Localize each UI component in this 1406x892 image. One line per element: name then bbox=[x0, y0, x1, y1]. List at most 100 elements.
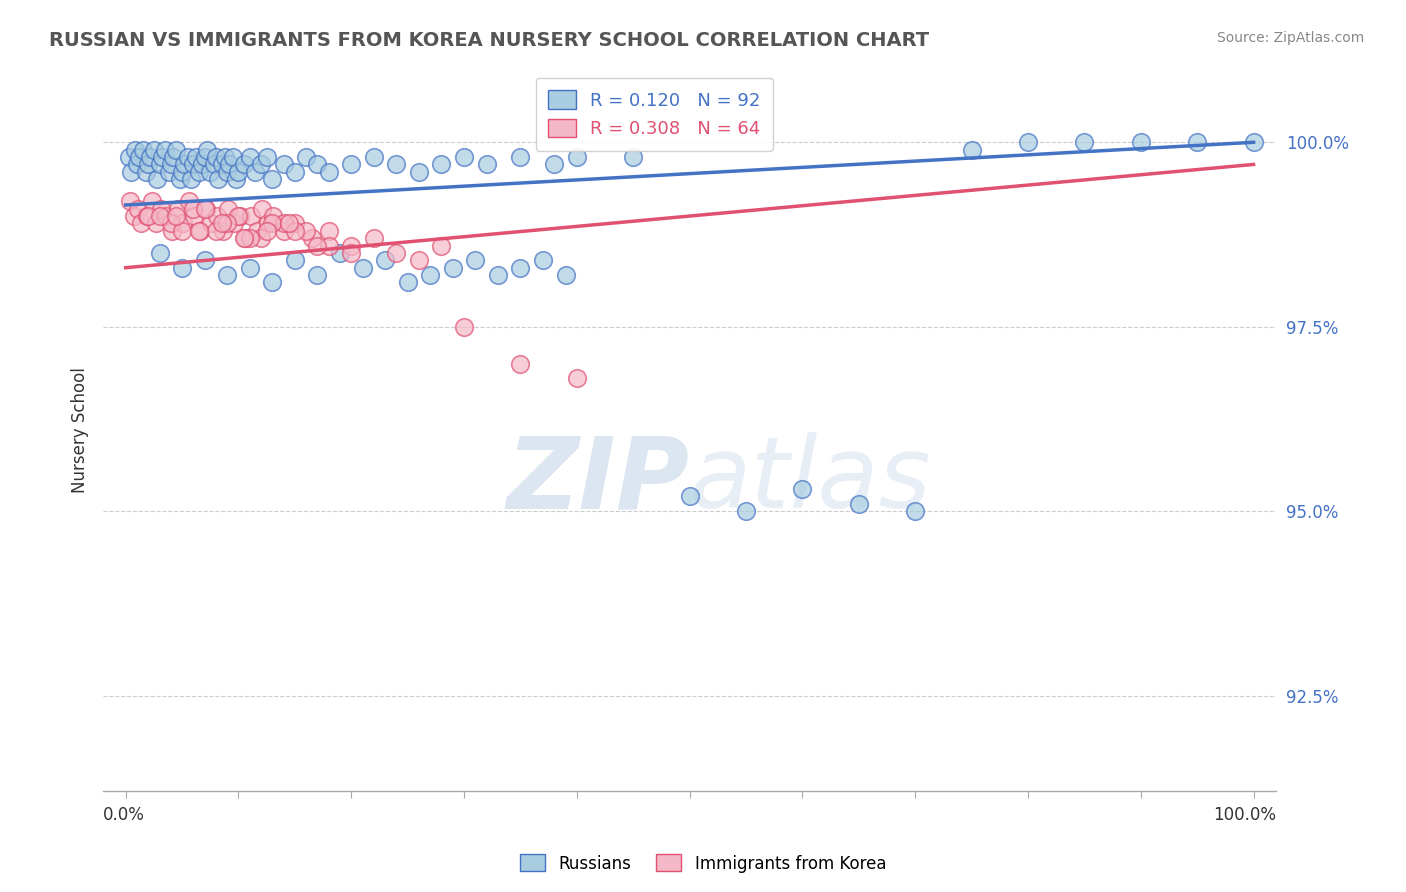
Point bbox=[159, 216, 181, 230]
Point bbox=[486, 268, 509, 282]
Point bbox=[141, 194, 163, 209]
Text: Source: ZipAtlas.com: Source: ZipAtlas.com bbox=[1216, 31, 1364, 45]
Point bbox=[239, 231, 262, 245]
Point bbox=[250, 202, 273, 216]
Point bbox=[408, 253, 430, 268]
Point bbox=[239, 209, 262, 223]
Point bbox=[177, 194, 200, 209]
Point bbox=[211, 216, 233, 230]
Point bbox=[340, 246, 363, 260]
Point bbox=[340, 238, 363, 252]
Text: ZIP: ZIP bbox=[506, 432, 689, 529]
Point bbox=[848, 497, 870, 511]
Point bbox=[419, 268, 441, 282]
Point bbox=[183, 157, 205, 171]
Point bbox=[509, 260, 531, 275]
Point bbox=[262, 276, 284, 290]
Point bbox=[217, 202, 239, 216]
Point bbox=[352, 260, 374, 275]
Point bbox=[146, 172, 169, 186]
Point bbox=[284, 165, 307, 179]
Point bbox=[202, 157, 225, 171]
Point bbox=[1017, 136, 1039, 150]
Point bbox=[430, 238, 453, 252]
Point bbox=[1073, 136, 1095, 150]
Point bbox=[233, 231, 256, 245]
Point bbox=[307, 238, 329, 252]
Point bbox=[131, 143, 153, 157]
Point bbox=[188, 224, 211, 238]
Point bbox=[217, 165, 239, 179]
Point bbox=[173, 157, 195, 171]
Point bbox=[509, 357, 531, 371]
Point bbox=[205, 209, 228, 223]
Point bbox=[318, 165, 340, 179]
Point bbox=[678, 489, 700, 503]
Point bbox=[160, 224, 183, 238]
Point bbox=[621, 150, 644, 164]
Point bbox=[148, 209, 170, 223]
Legend: Russians, Immigrants from Korea: Russians, Immigrants from Korea bbox=[513, 847, 893, 880]
Point bbox=[188, 165, 211, 179]
Point bbox=[233, 231, 256, 245]
Point bbox=[214, 150, 236, 164]
Text: atlas: atlas bbox=[689, 432, 931, 529]
Point bbox=[180, 172, 202, 186]
Point bbox=[207, 172, 229, 186]
Point bbox=[295, 224, 318, 238]
Text: 0.0%: 0.0% bbox=[103, 806, 145, 824]
Point bbox=[159, 157, 181, 171]
Point bbox=[363, 231, 385, 245]
Point bbox=[273, 216, 295, 230]
Point bbox=[239, 150, 262, 164]
Point bbox=[217, 268, 239, 282]
Point bbox=[222, 216, 245, 230]
Point bbox=[565, 150, 588, 164]
Point bbox=[150, 150, 173, 164]
Point bbox=[531, 253, 554, 268]
Point bbox=[217, 216, 239, 230]
Point bbox=[120, 194, 142, 209]
Point bbox=[904, 504, 927, 518]
Point bbox=[135, 165, 157, 179]
Point bbox=[284, 253, 307, 268]
Point bbox=[250, 157, 273, 171]
Point bbox=[177, 150, 200, 164]
Point bbox=[735, 504, 758, 518]
Point bbox=[543, 157, 565, 171]
Legend: R = 0.120   N = 92, R = 0.308   N = 64: R = 0.120 N = 92, R = 0.308 N = 64 bbox=[536, 78, 773, 151]
Point bbox=[396, 276, 419, 290]
Point bbox=[165, 143, 187, 157]
Point bbox=[172, 165, 194, 179]
Point bbox=[441, 260, 464, 275]
Point bbox=[239, 260, 262, 275]
Point bbox=[250, 231, 273, 245]
Y-axis label: Nursery School: Nursery School bbox=[72, 367, 89, 493]
Point bbox=[124, 143, 146, 157]
Point bbox=[145, 216, 167, 230]
Point bbox=[233, 157, 256, 171]
Point bbox=[183, 209, 205, 223]
Point bbox=[228, 209, 250, 223]
Point bbox=[191, 157, 214, 171]
Point bbox=[200, 216, 222, 230]
Point bbox=[194, 253, 217, 268]
Point bbox=[262, 172, 284, 186]
Point bbox=[245, 224, 267, 238]
Text: 100.0%: 100.0% bbox=[1213, 806, 1277, 824]
Point bbox=[284, 216, 307, 230]
Point bbox=[430, 157, 453, 171]
Point bbox=[307, 268, 329, 282]
Point bbox=[127, 202, 149, 216]
Point bbox=[188, 224, 211, 238]
Point bbox=[565, 371, 588, 385]
Point bbox=[183, 202, 205, 216]
Point bbox=[262, 209, 284, 223]
Point bbox=[318, 224, 340, 238]
Point bbox=[363, 150, 385, 164]
Text: RUSSIAN VS IMMIGRANTS FROM KOREA NURSERY SCHOOL CORRELATION CHART: RUSSIAN VS IMMIGRANTS FROM KOREA NURSERY… bbox=[49, 31, 929, 50]
Point bbox=[131, 216, 153, 230]
Point bbox=[142, 143, 165, 157]
Point bbox=[273, 157, 295, 171]
Point bbox=[205, 224, 228, 238]
